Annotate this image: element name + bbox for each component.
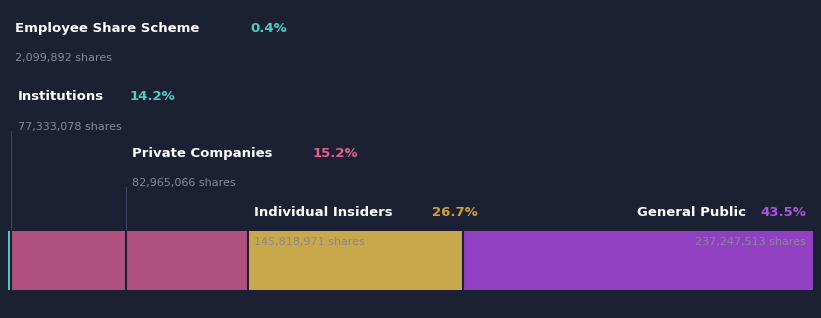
Text: 145,818,971 shares: 145,818,971 shares [255,237,365,247]
Bar [11,231,126,290]
Text: 14.2%: 14.2% [129,90,175,103]
Text: 15.2%: 15.2% [312,147,358,160]
Text: 43.5%: 43.5% [760,206,806,219]
Text: General Public: General Public [637,206,746,219]
Bar [248,231,463,290]
Text: 77,333,078 shares: 77,333,078 shares [18,121,122,132]
Bar [463,231,813,290]
Text: 82,965,066 shares: 82,965,066 shares [132,178,236,188]
Text: Institutions: Institutions [18,90,104,103]
Text: 237,247,513 shares: 237,247,513 shares [695,237,806,247]
Bar [8,231,11,290]
Bar [126,231,248,290]
Text: 2,099,892 shares: 2,099,892 shares [15,53,112,63]
Text: Employee Share Scheme: Employee Share Scheme [15,22,199,35]
Text: 0.4%: 0.4% [250,22,287,35]
Text: Individual Insiders: Individual Insiders [255,206,393,219]
Text: 26.7%: 26.7% [432,206,478,219]
Text: Private Companies: Private Companies [132,147,273,160]
